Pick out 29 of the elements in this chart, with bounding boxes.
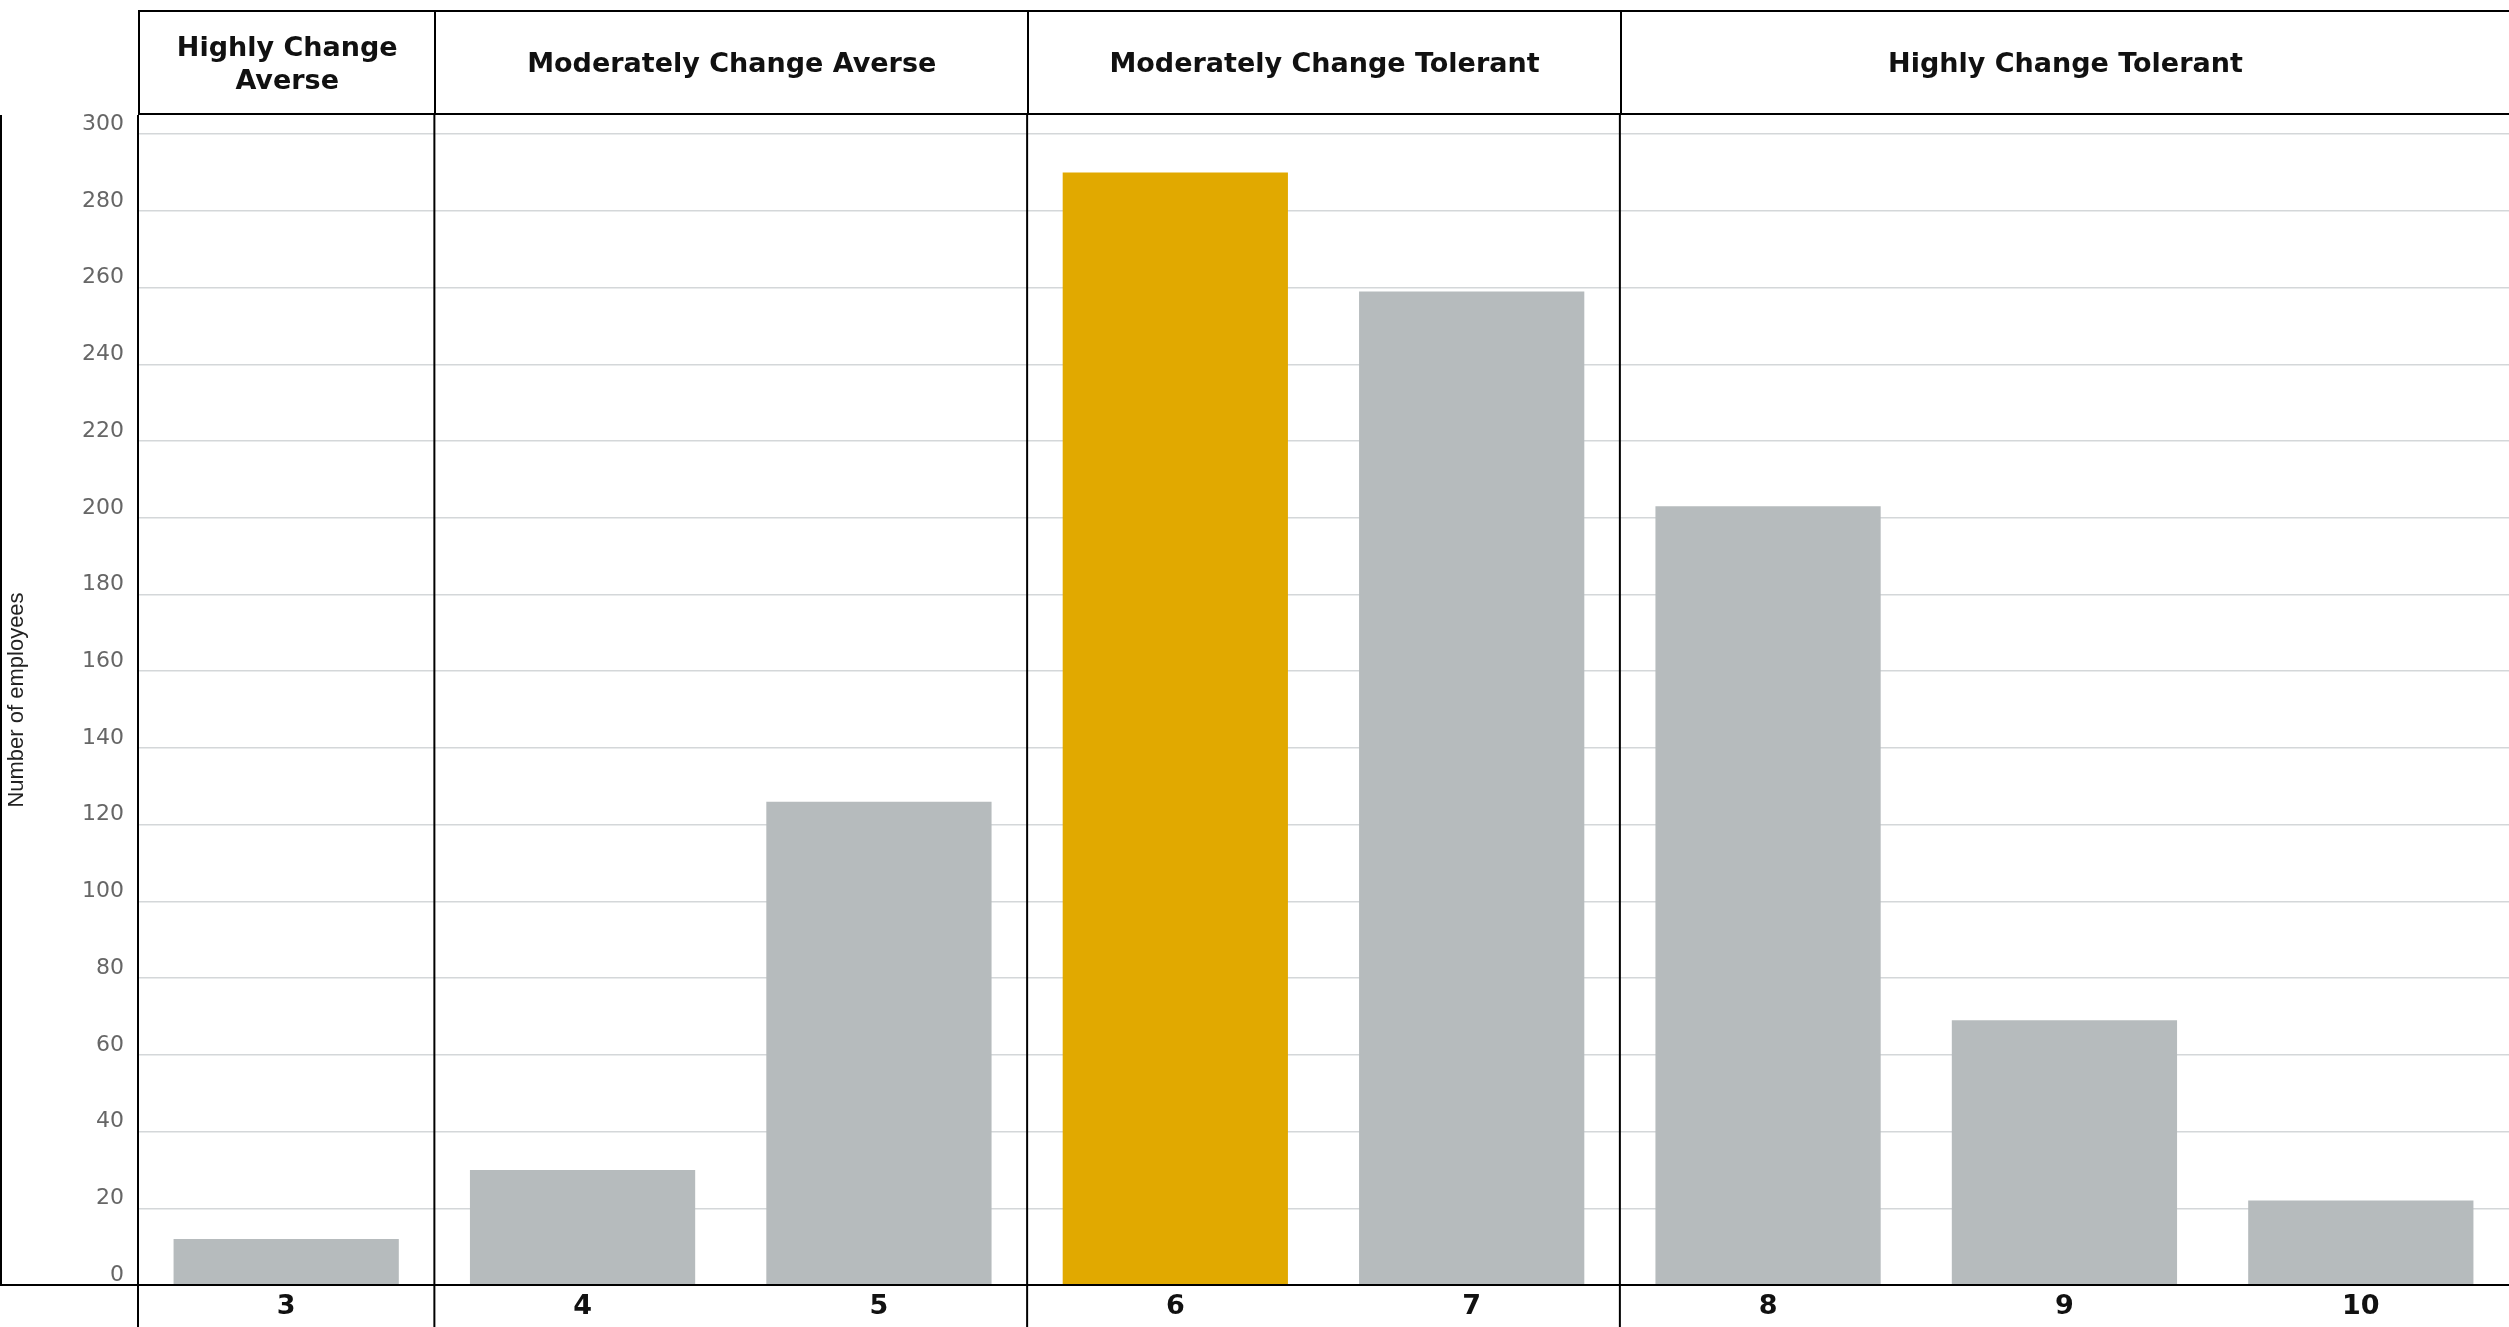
text: Moderately Change Tolerant: [1027, 10, 1620, 115]
x-tick-label: 7: [1462, 1289, 1482, 1321]
y-tick-label: 120: [82, 800, 124, 826]
y-tick-label: 200: [82, 493, 124, 519]
y-tick-label: 20: [96, 1184, 124, 1209]
x-tick-label: 8: [1758, 1289, 1778, 1321]
y-tick-label: 140: [82, 723, 124, 749]
y-tick-label: 160: [82, 646, 124, 672]
text: Highly Change Tolerant: [1619, 10, 2509, 115]
x-tick-label: 5: [869, 1289, 889, 1321]
y-axis-title: Number of employees: [3, 592, 29, 808]
x-tick-label: 3: [276, 1289, 296, 1321]
y-tick-label: 0: [110, 1260, 124, 1286]
y-tick-label: 100: [82, 877, 124, 903]
y-tick-label: 60: [96, 1030, 124, 1056]
text: Moderately Change Averse: [434, 10, 1028, 115]
y-tick-label: 280: [82, 186, 124, 212]
text: Highly Change Averse: [138, 10, 435, 115]
y-tick-label: 300: [82, 109, 124, 135]
y-tick-label: 260: [82, 263, 124, 289]
y-tick-label: 180: [82, 570, 124, 596]
y-tick-label: 240: [82, 340, 124, 366]
y-tick-label: 220: [82, 416, 124, 442]
x-tick-label: 4: [573, 1289, 592, 1321]
y-tick-label: 80: [96, 953, 124, 979]
x-tick-label: 10: [2342, 1289, 2380, 1321]
x-tick-label: 6: [1165, 1289, 1185, 1321]
y-tick-label: 40: [96, 1107, 124, 1133]
x-tick-label: 9: [2055, 1289, 2074, 1321]
